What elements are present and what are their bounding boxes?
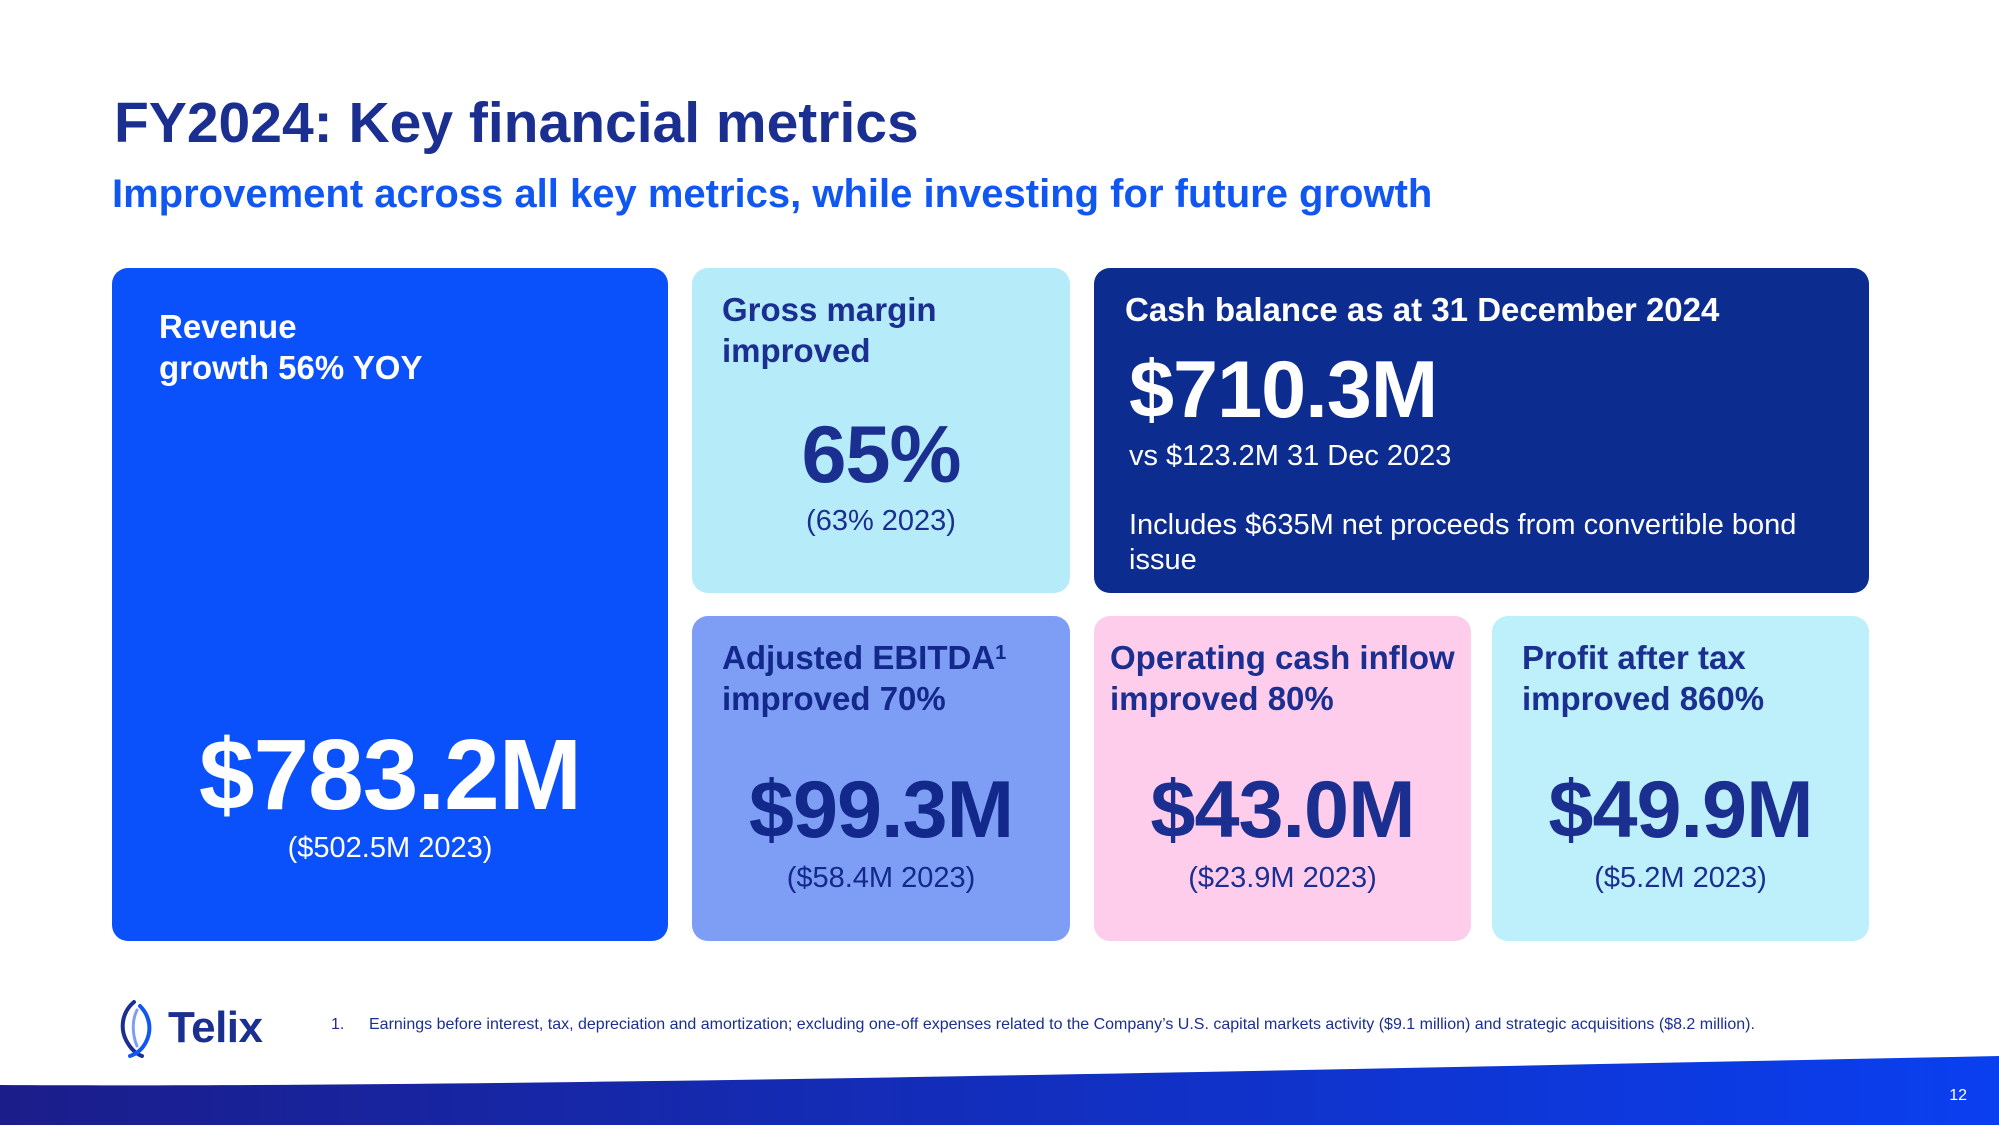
profit-card: Profit after tax improved 860% $49.9M ($…: [1492, 616, 1869, 941]
gross-margin-heading: Gross margin improved: [722, 289, 937, 371]
telix-logo-icon: [120, 1000, 152, 1058]
gross-margin-value: 65%: [801, 410, 961, 500]
footer-wave: [0, 1056, 1999, 1125]
ebitda-heading-text: Adjusted EBITDA: [722, 639, 996, 676]
gross-margin-card: Gross margin improved 65% (63% 2023): [692, 268, 1070, 593]
ebitda-value: $99.3M: [748, 765, 1014, 855]
gross-margin-prior-year: (63% 2023): [806, 505, 956, 537]
revenue-heading-line2: growth 56% YOY: [159, 349, 423, 386]
cash-balance-comparison: vs $123.2M 31 Dec 2023: [1129, 440, 1452, 472]
ebitda-footnote-ref: 1: [995, 642, 1007, 664]
ebitda-card: Adjusted EBITDA1 improved 70% $99.3M ($5…: [692, 616, 1070, 941]
operating-cash-heading: Operating cash inflow improved 80%: [1110, 637, 1455, 719]
footnote: 1. Earnings before interest, tax, depreci…: [331, 1016, 1755, 1034]
operating-cash-heading-line2: improved 80%: [1110, 680, 1334, 717]
operating-cash-prior-year: ($23.9M 2023): [1188, 862, 1377, 894]
telix-logo: Telix: [112, 998, 263, 1058]
profit-value: $49.9M: [1548, 765, 1813, 855]
ebitda-heading-line1: Adjusted EBITDA1: [722, 637, 1006, 678]
footnote-number: 1.: [331, 1016, 345, 1033]
operating-cash-card: Operating cash inflow improved 80% $43.0…: [1094, 616, 1471, 941]
gross-margin-heading-line2: improved: [722, 332, 871, 369]
page-title: FY2024: Key financial metrics: [114, 91, 919, 155]
ebitda-heading: Adjusted EBITDA1 improved 70%: [722, 637, 1006, 719]
revenue-value: $783.2M: [198, 719, 582, 831]
cash-balance-card: Cash balance as at 31 December 2024 $710…: [1094, 268, 1869, 593]
telix-logo-text: Telix: [168, 1003, 263, 1052]
profit-prior-year: ($5.2M 2023): [1594, 862, 1767, 894]
profit-heading-line2: improved 860%: [1522, 680, 1765, 717]
cash-balance-heading: Cash balance as at 31 December 2024: [1125, 291, 1720, 328]
revenue-card: Revenue growth 56% YOY $783.2M ($502.5M …: [112, 268, 668, 941]
revenue-heading: Revenue growth 56% YOY: [159, 306, 422, 388]
cash-balance-value: $710.3M: [1129, 345, 1438, 435]
profit-heading-line1: Profit after tax: [1522, 639, 1746, 676]
ebitda-heading-line2: improved 70%: [722, 680, 946, 717]
footnote-text: Earnings before interest, tax, depreciat…: [369, 1016, 1755, 1033]
page-number: 12: [1949, 1087, 1967, 1104]
operating-cash-value: $43.0M: [1150, 765, 1415, 855]
gross-margin-heading-line1: Gross margin: [722, 291, 937, 328]
page-subtitle: Improvement across all key metrics, whil…: [112, 172, 1433, 216]
profit-heading: Profit after tax improved 860%: [1522, 637, 1764, 719]
revenue-prior-year: ($502.5M 2023): [287, 832, 493, 864]
cash-balance-note: Includes $635M net proceeds from convert…: [1129, 509, 1797, 576]
operating-cash-heading-line1: Operating cash inflow: [1110, 639, 1455, 676]
revenue-heading-line1: Revenue: [159, 308, 297, 345]
ebitda-prior-year: ($58.4M 2023): [786, 862, 976, 894]
